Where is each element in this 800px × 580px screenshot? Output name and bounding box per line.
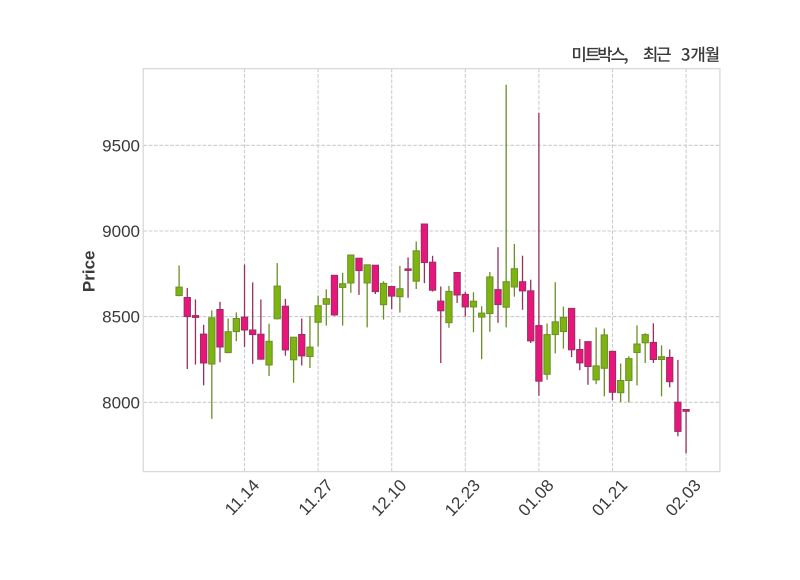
svg-text:9500: 9500: [102, 136, 140, 155]
svg-text:9000: 9000: [102, 222, 140, 241]
svg-text:8500: 8500: [102, 308, 140, 327]
svg-text:Price: Price: [80, 251, 99, 293]
svg-text:8000: 8000: [102, 393, 140, 412]
